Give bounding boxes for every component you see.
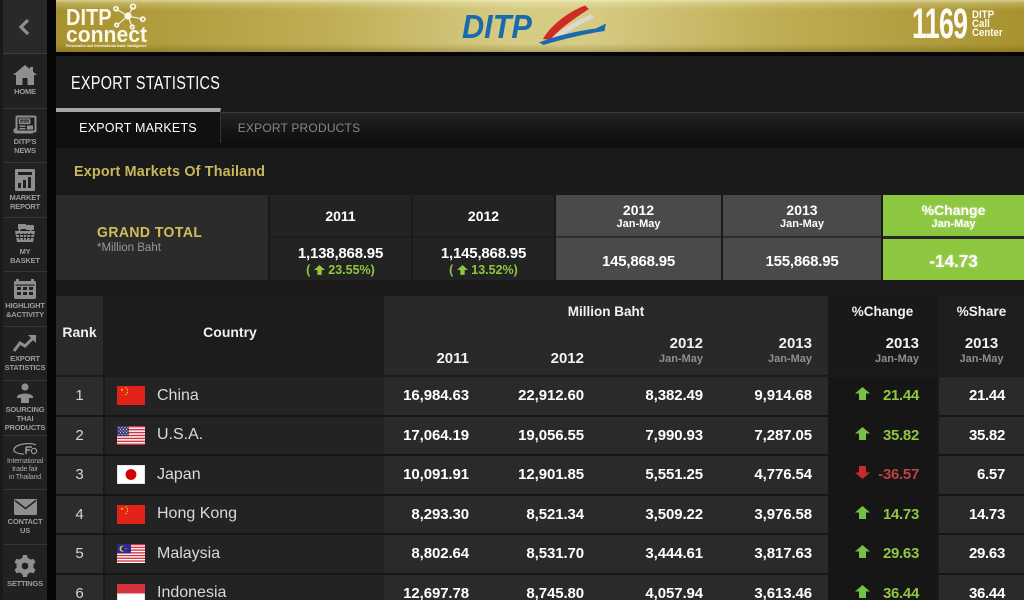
svg-text:NEWS: NEWS	[20, 120, 31, 124]
